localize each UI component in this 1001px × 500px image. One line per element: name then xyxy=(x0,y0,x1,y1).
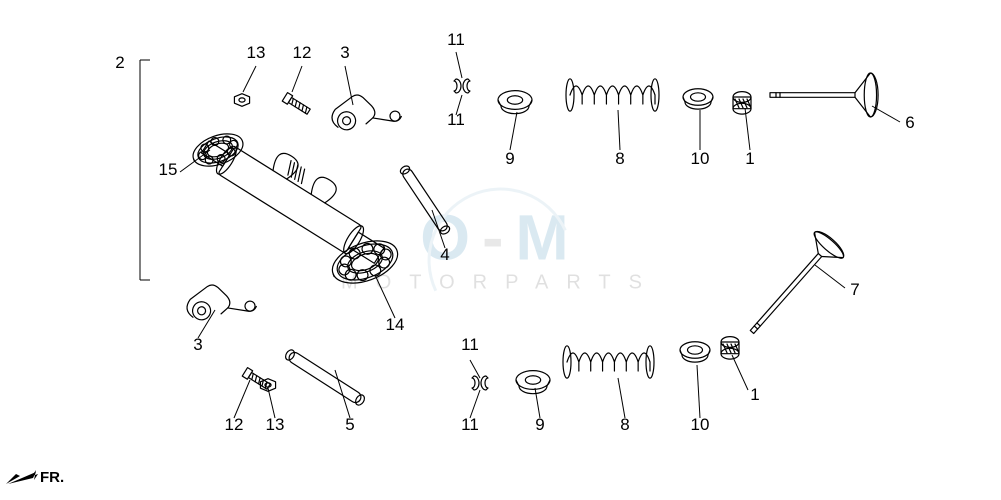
callout-3: 3 xyxy=(340,43,349,62)
callout-1: 1 xyxy=(750,385,759,404)
callout-15: 15 xyxy=(159,160,178,179)
callout-4: 4 xyxy=(440,245,449,264)
callout-8: 8 xyxy=(620,415,629,434)
callout-14: 14 xyxy=(386,315,405,334)
callout-13: 13 xyxy=(266,415,285,434)
callout-11: 11 xyxy=(461,415,479,434)
callout-11: 11 xyxy=(447,30,465,49)
callout-9: 9 xyxy=(505,149,514,168)
callout-1: 1 xyxy=(745,149,754,168)
callout-9: 9 xyxy=(535,415,544,434)
diagram-container: O-M MOTORPARTS FR. 213123111115981016414… xyxy=(0,0,1001,500)
exploded-diagram: 2 13 12 3 11 11 15 9 8 10 1 6 4 14 3 7 12 13 5 11 11 9 8 10 1 xyxy=(0,0,1001,500)
callout-10: 10 xyxy=(691,149,710,168)
front-arrow-icon xyxy=(6,466,40,486)
callout-5: 5 xyxy=(345,415,354,434)
callout-12: 12 xyxy=(225,415,244,434)
front-label: FR. xyxy=(40,469,64,486)
callout-13: 13 xyxy=(247,43,266,62)
callout-8: 8 xyxy=(615,149,624,168)
callout-10: 10 xyxy=(691,415,710,434)
callout-11: 11 xyxy=(447,110,465,129)
callout-7: 7 xyxy=(850,280,859,299)
callout-11: 11 xyxy=(461,335,479,354)
svg-text:2: 2 xyxy=(115,53,124,72)
callout-3: 3 xyxy=(193,335,202,354)
callout-6: 6 xyxy=(905,113,914,132)
callout-12: 12 xyxy=(293,43,312,62)
